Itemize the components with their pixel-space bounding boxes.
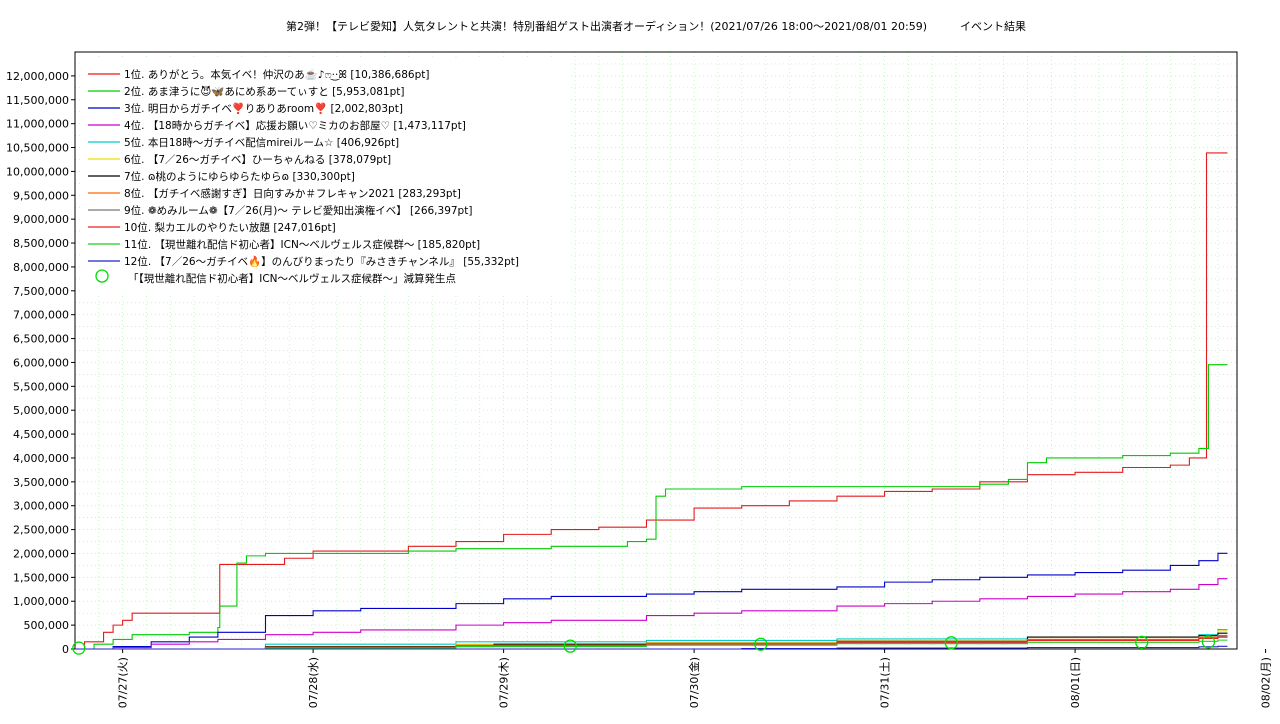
legend-entry: 12位. 【7／26〜ガチイベ🔥】のんびりまったり『みさきチャンネル』 [55,… — [124, 255, 519, 268]
y-tick-label: 0 — [62, 643, 69, 656]
legend-entry: 2位. あま津うに😈🦋あにめ系あーてぃすと [5,953,081pt] — [124, 85, 405, 98]
series-line-4 — [75, 578, 1228, 650]
subtraction-marker — [944, 636, 958, 650]
chart-title: 第2弾！【テレビ愛知】人気タレントと共演！特別番組ゲスト出演者オーディション！(… — [286, 19, 1026, 33]
x-tick-label: 08/02(月) — [1260, 657, 1273, 708]
legend-entry: 4位. 【18時からガチイベ】応援お願い♡ミカのお部屋♡ [1,473,117p… — [124, 119, 466, 132]
x-tick-label: 08/01(日) — [1069, 657, 1082, 708]
series-line-7 — [75, 632, 1228, 650]
y-tick-label: 4,000,000 — [13, 452, 69, 465]
y-tick-label: 5,500,000 — [13, 380, 69, 393]
subtraction-marker — [72, 641, 86, 655]
subtraction-marker — [1201, 635, 1216, 649]
y-tick-label: 4,500,000 — [13, 428, 69, 441]
legend-entry: 1位. ありがとう。本気イベ！仲沢のあ☕️♪ෆ·͜·ꕤ [10,386,686p… — [124, 68, 429, 81]
y-tick-label: 6,000,000 — [13, 356, 69, 369]
y-tick-label: 10,000,000 — [6, 165, 69, 178]
x-tick-label: 07/30(金) — [687, 657, 701, 708]
y-tick-label: 10,500,000 — [6, 142, 69, 155]
series-line-2 — [75, 364, 1228, 650]
x-tick-label: 07/28(水) — [307, 657, 320, 708]
series-line-12 — [75, 645, 1228, 650]
y-tick-label: 1,000,000 — [13, 595, 69, 608]
x-tick-label: 07/31(土) — [879, 657, 892, 708]
subtraction-marker — [1135, 635, 1149, 649]
legend-marker-label: 「【現世離れ配信ド初心者】ICN〜ベルヴェルス症候群〜」減算発生点 — [128, 272, 456, 285]
y-tick-label: 9,500,000 — [13, 189, 69, 202]
legend-entry: 7位. ɷ桃のようにゆらゆらたゆらɷ [330,300pt] — [124, 170, 355, 183]
legend-marker-swatch — [95, 269, 109, 283]
legend-entry: 11位. 【現世離れ配信ド初心者】ICN〜ベルヴェルス症候群〜 [185,820… — [124, 238, 480, 251]
x-tick-label: 07/27(火) — [117, 657, 130, 708]
y-tick-label: 8,000,000 — [13, 261, 69, 274]
y-tick-label: 500,000 — [24, 619, 70, 632]
grid-layer — [75, 52, 1237, 649]
x-tick-label: 07/29(木) — [498, 657, 511, 708]
legend-entry: 3位. 明日からガチイベ❣️りありあroom❣️ [2,002,803pt] — [124, 102, 403, 115]
subtraction-marker — [754, 637, 768, 651]
y-tick-label: 3,500,000 — [13, 476, 69, 489]
y-tick-label: 11,500,000 — [6, 94, 69, 107]
series-line-11 — [75, 639, 1228, 650]
series-line-3 — [75, 552, 1228, 650]
y-tick-label: 8,500,000 — [13, 237, 69, 250]
y-tick-label: 3,000,000 — [13, 500, 69, 513]
legend-entry: 5位. 本日18時〜ガチイベ配信mireiルーム☆ [406,926pt] — [124, 136, 399, 149]
y-tick-label: 11,000,000 — [6, 118, 69, 131]
y-tick-label: 7,000,000 — [13, 309, 69, 322]
y-tick-label: 2,500,000 — [13, 524, 69, 537]
y-tick-label: 12,000,000 — [6, 70, 69, 83]
y-tick-label: 5,000,000 — [13, 404, 69, 417]
legend-entry: 9位. ❁めみルーム❁【7／26(月)〜 テレビ愛知出演権イベ】 [266,39… — [124, 204, 472, 217]
marker-layer — [72, 635, 1216, 655]
y-tick-label: 1,500,000 — [13, 571, 69, 584]
legend-entry: 8位. 【ガチイベ感謝すぎ】日向すみか＃フレキャン2021 [283,293pt… — [124, 187, 461, 200]
series-line-1 — [75, 152, 1228, 650]
series-layer — [75, 152, 1228, 650]
legend: 1位. ありがとう。本気イベ！仲沢のあ☕️♪ෆ·͜·ꕤ [10,386,686p… — [80, 60, 568, 295]
y-tick-label: 2,000,000 — [13, 547, 69, 560]
legend-entry: 10位. 梨カエルのやりたい放題 [247,016pt] — [124, 221, 336, 234]
y-tick-label: 9,000,000 — [13, 213, 69, 226]
y-tick-label: 7,500,000 — [13, 285, 69, 298]
legend-box — [80, 60, 568, 295]
legend-entry: 6位. 【7／26〜ガチイベ】ひーちゃんねる [378,079pt] — [124, 153, 391, 166]
subtraction-marker — [563, 639, 577, 653]
axis-layer: 0 500,000 1,000,000 1,500,000 2,000,000 2,500… — [6, 51, 1273, 708]
series-line-5 — [75, 629, 1228, 650]
y-tick-label: 6,500,000 — [13, 333, 69, 346]
